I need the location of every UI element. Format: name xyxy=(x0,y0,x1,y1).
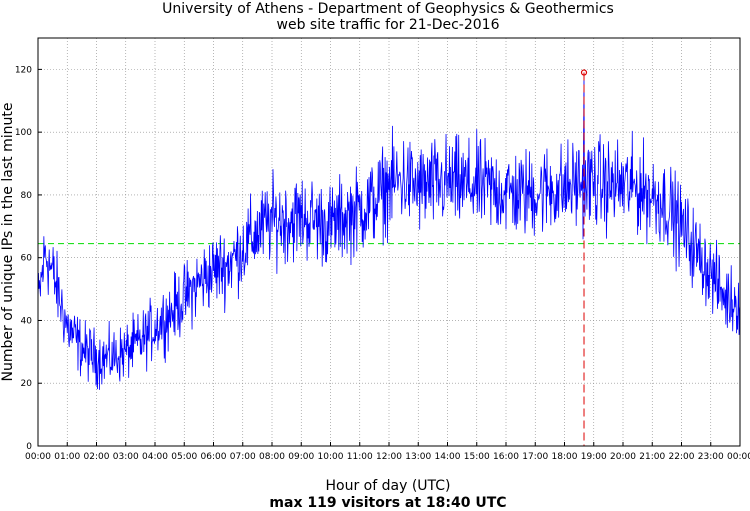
x-tick-label: 05:00 xyxy=(171,452,197,462)
x-tick-label: 00:00 xyxy=(727,452,750,462)
max-caption: max 119 visitors at 18:40 UTC xyxy=(269,495,506,511)
y-tick-label: 100 xyxy=(15,128,32,138)
y-tick-label: 60 xyxy=(21,254,33,264)
chart-subtitle: web site traffic for 21-Dec-2016 xyxy=(277,17,500,33)
x-tick-label: 09:00 xyxy=(288,452,314,462)
x-tick-label: 20:00 xyxy=(610,452,636,462)
y-tick-label: 0 xyxy=(26,442,32,452)
max-marker-point xyxy=(580,69,588,76)
x-tick-label: 07:00 xyxy=(230,452,256,462)
grid-lines xyxy=(38,38,740,446)
x-tick-label: 11:00 xyxy=(347,452,373,462)
x-tick-label: 19:00 xyxy=(581,452,607,462)
y-tick-label: 120 xyxy=(15,65,32,75)
x-tick-label: 14:00 xyxy=(435,452,461,462)
x-tick-label: 03:00 xyxy=(113,452,139,462)
x-axis-ticks: 00:00 01:00 02:00 03:00 04:00 05:00 06:00 07:00… xyxy=(25,442,750,462)
x-tick-label: 17:00 xyxy=(522,452,548,462)
x-tick-label: 21:00 xyxy=(639,452,665,462)
chart-title: University of Athens - Department of Geo… xyxy=(162,1,614,17)
x-axis-label: Hour of day (UTC) xyxy=(326,478,451,494)
y-axis-label: Number of unique IPs in the last minute xyxy=(0,103,16,382)
x-tick-label: 01:00 xyxy=(54,452,80,462)
x-tick-label: 22:00 xyxy=(669,452,695,462)
x-tick-label: 16:00 xyxy=(493,452,519,462)
x-tick-label: 13:00 xyxy=(405,452,431,462)
y-tick-label: 20 xyxy=(21,379,33,389)
y-tick-label: 80 xyxy=(21,191,33,201)
x-tick-label: 12:00 xyxy=(376,452,402,462)
x-tick-label: 15:00 xyxy=(464,452,490,462)
traffic-series-line xyxy=(37,72,741,390)
x-tick-label: 18:00 xyxy=(552,452,578,462)
y-axis-ticks: 0 20 40 60 80 100 120 xyxy=(15,65,42,452)
x-tick-label: 08:00 xyxy=(259,452,285,462)
x-tick-label: 23:00 xyxy=(698,452,724,462)
x-tick-label: 00:00 xyxy=(25,452,51,462)
x-tick-label: 10:00 xyxy=(318,452,344,462)
x-tick-label: 02:00 xyxy=(84,452,110,462)
y-tick-label: 40 xyxy=(21,316,33,326)
x-tick-label: 04:00 xyxy=(142,452,168,462)
x-tick-label: 06:00 xyxy=(201,452,227,462)
